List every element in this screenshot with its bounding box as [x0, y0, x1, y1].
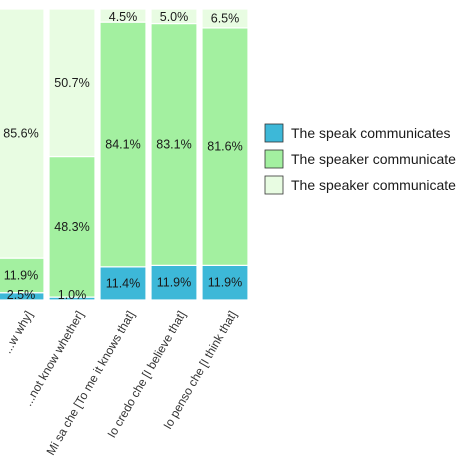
- bar-segment: [150, 22, 198, 266]
- bars-group: [0, 8, 249, 301]
- bar-segment: [99, 21, 147, 268]
- legend-swatch: [264, 175, 284, 195]
- segment-value-label: 11.4%: [106, 276, 141, 290]
- segment-labels-group: 2.5% 11.9% 85.6% 1.0% 48.3% 50.7% 11.4% 84.1% 4.…: [3, 10, 242, 302]
- x-tick-labels-group: ...w why]...not know whether]Mi sa che […: [0, 309, 239, 458]
- segment-value-label: 85.6%: [3, 127, 38, 141]
- bar-segment: [201, 8, 249, 29]
- bar-segment: [48, 8, 96, 158]
- segment-value-label: 1.0%: [58, 288, 87, 302]
- bar-segment: [0, 257, 45, 294]
- legend-label: The speak communicates: [291, 125, 451, 141]
- segment-value-label: 4.5%: [109, 10, 138, 24]
- bar-segment: [99, 8, 147, 23]
- segment-value-label: 5.0%: [160, 10, 189, 24]
- bar-segment: [48, 155, 96, 298]
- bar-segment: [201, 27, 249, 266]
- segment-value-label: 11.9%: [4, 268, 39, 282]
- bar-segment: [150, 264, 198, 301]
- segment-value-label: 83.1%: [156, 137, 191, 151]
- bar-segment: [150, 8, 198, 25]
- x-tick-label: Mi sa che [To me it knows that]: [43, 309, 137, 458]
- bar-segment: [0, 8, 45, 259]
- segment-value-label: 81.6%: [207, 140, 242, 154]
- segment-value-label: 11.9%: [208, 276, 243, 290]
- segment-value-label: 84.1%: [105, 137, 140, 151]
- segment-value-label: 6.5%: [211, 11, 240, 25]
- legend-label: The speaker communicate: [291, 177, 456, 193]
- bar-segment: [99, 266, 147, 301]
- legend-label: The speaker communicate: [291, 151, 456, 167]
- segment-value-label: 11.9%: [157, 276, 192, 290]
- legend-swatch: [264, 123, 284, 143]
- segment-value-label: 50.7%: [54, 76, 89, 90]
- segment-value-label: 2.5%: [7, 288, 36, 302]
- segment-value-label: 48.3%: [54, 220, 89, 234]
- legend: The speak communicates The speaker commun…: [264, 123, 456, 195]
- x-tick-label: ...w why]: [0, 309, 35, 356]
- legend-swatch: [264, 149, 284, 169]
